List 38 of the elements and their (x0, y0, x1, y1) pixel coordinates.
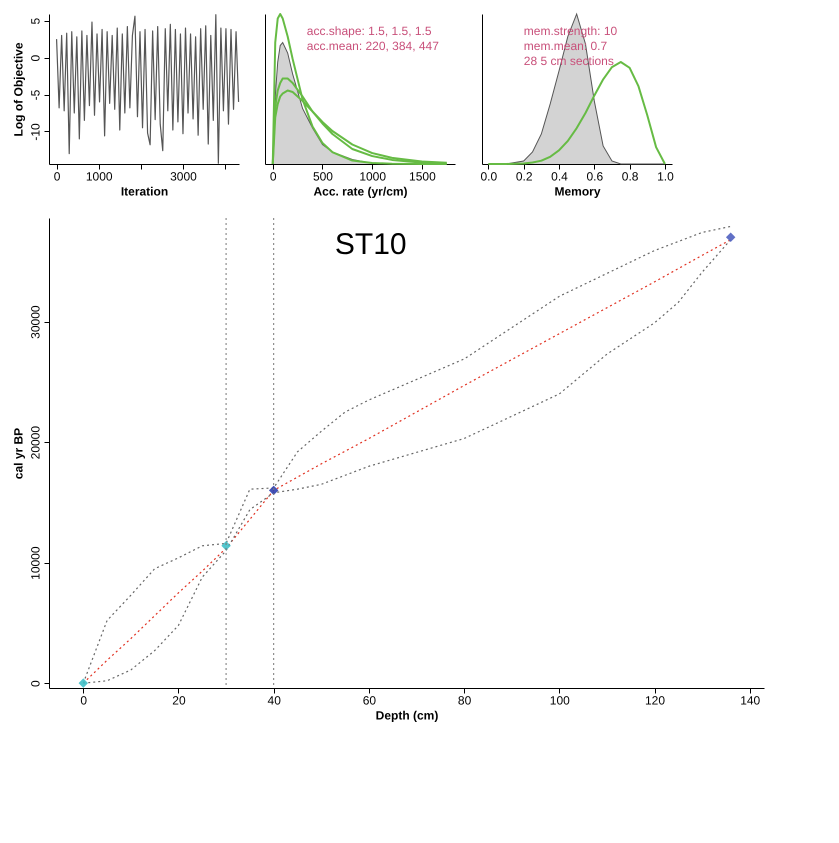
x-tick-label: 40 (268, 694, 282, 708)
y-tick-label: 10000 (28, 546, 42, 580)
y-tick-label: 0 (28, 680, 42, 688)
x-tick-label: 0 (54, 170, 61, 184)
x-axis-title: Depth (cm) (376, 708, 438, 722)
y-tick-label: 30000 (28, 305, 42, 339)
x-tick-label: 0 (80, 694, 88, 708)
x-tick-label: 0.8 (622, 170, 639, 184)
y-tick-label: 5 (28, 17, 42, 24)
x-tick-label: 1000 (86, 170, 113, 184)
x-tick-label: 0.0 (480, 170, 498, 184)
x-tick-label: 0.2 (516, 170, 533, 184)
x-axis-title: Memory (554, 184, 601, 198)
x-tick-label: 80 (458, 694, 472, 708)
x-tick-label: 1.0 (657, 170, 674, 184)
chart-title: ST10 (334, 228, 407, 261)
y-tick-label: -5 (28, 89, 42, 100)
x-tick-label: 0.6 (586, 170, 604, 184)
x-tick-label: 3000 (170, 170, 198, 184)
y-tick-label: -10 (28, 122, 42, 141)
x-tick-label: 1500 (409, 170, 436, 184)
x-tick-label: 0 (270, 170, 277, 184)
x-tick-label: 500 (312, 170, 334, 184)
y-tick-label: 0 (28, 54, 42, 62)
y-tick-label: 20000 (28, 426, 42, 460)
x-tick-label: 100 (550, 694, 570, 708)
annotation: acc.mean: 220, 384, 447 (306, 39, 440, 53)
x-tick-label: 120 (644, 694, 666, 708)
x-tick-label: 0.4 (551, 170, 568, 184)
x-tick-label: 20 (172, 694, 186, 708)
x-axis-title: Acc. rate (yr/cm) (313, 184, 408, 198)
x-tick-label: 60 (362, 694, 376, 708)
y-axis-title: Log of Objective (12, 42, 26, 137)
x-tick-label: 1000 (359, 170, 386, 184)
annotation: acc.shape: 1.5, 1.5, 1.5 (306, 24, 432, 38)
y-axis-title: cal yr BP (12, 428, 26, 480)
x-axis-title: Iteration (120, 184, 168, 198)
x-tick-label: 140 (740, 694, 761, 708)
